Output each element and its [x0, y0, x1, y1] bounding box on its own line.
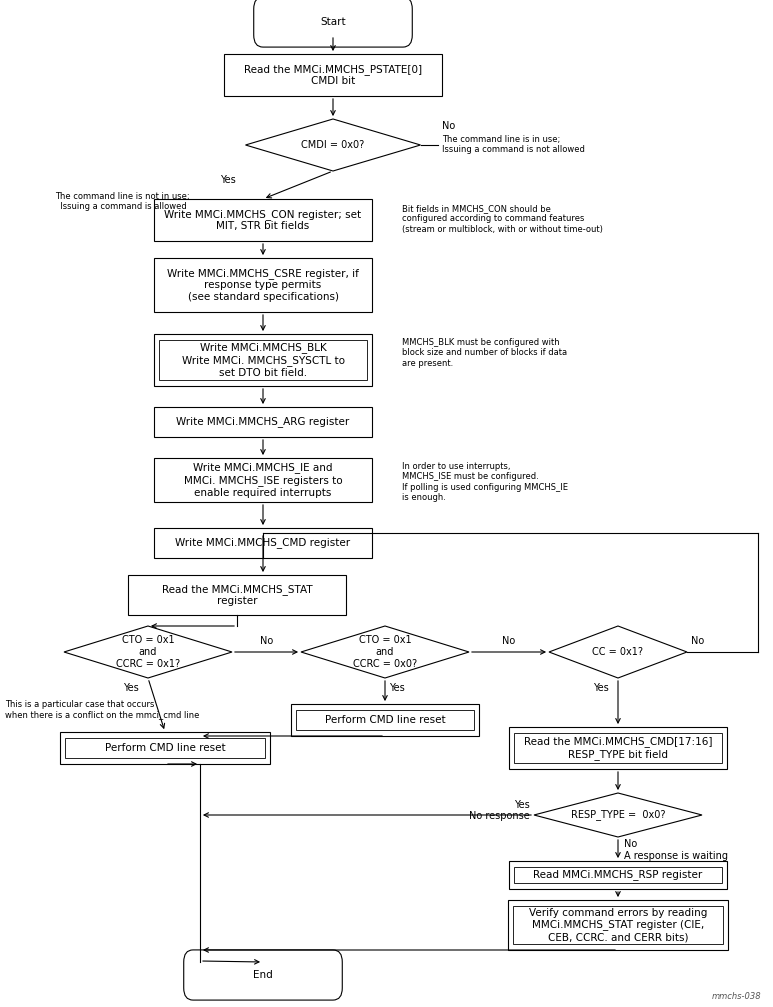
Polygon shape [534, 793, 702, 837]
Text: Verify command errors by reading
MMCi.MMCHS_STAT register (CIE,
CEB, CCRC. and C: Verify command errors by reading MMCi.MM… [529, 908, 707, 943]
Text: Perform CMD line reset: Perform CMD line reset [325, 715, 445, 725]
FancyBboxPatch shape [509, 727, 727, 769]
FancyBboxPatch shape [254, 0, 412, 47]
Text: The command line is in use;
Issuing a command is not allowed: The command line is in use; Issuing a co… [442, 135, 585, 154]
Text: CMDI = 0x0?: CMDI = 0x0? [301, 140, 365, 150]
Text: Read the MMCi.MMCHS_STAT
register: Read the MMCi.MMCHS_STAT register [162, 584, 312, 606]
FancyBboxPatch shape [154, 258, 372, 312]
Text: Start: Start [320, 17, 346, 27]
Text: Write MMCi.MMCHS_CMD register: Write MMCi.MMCHS_CMD register [175, 538, 351, 549]
Text: Write MMCi.MMCHS_BLK
Write MMCi. MMCHS_SYSCTL to
set DTO bit field.: Write MMCi.MMCHS_BLK Write MMCi. MMCHS_S… [182, 342, 345, 378]
Text: Write MMCi.MMCHS_CON register; set
MIT, STR bit fields: Write MMCi.MMCHS_CON register; set MIT, … [165, 208, 362, 232]
Text: Yes: Yes [389, 683, 404, 693]
Text: RESP_TYPE =  0x0?: RESP_TYPE = 0x0? [570, 810, 666, 821]
Polygon shape [64, 626, 232, 678]
Text: Yes: Yes [123, 683, 138, 693]
FancyBboxPatch shape [154, 528, 372, 558]
Text: In order to use interrupts,
MMCHS_ISE must be configured.
If polling is used con: In order to use interrupts, MMCHS_ISE mu… [402, 462, 568, 502]
FancyBboxPatch shape [224, 54, 442, 96]
FancyBboxPatch shape [154, 199, 372, 241]
FancyBboxPatch shape [184, 950, 342, 1000]
Text: This is a particular case that occurs
when there is a conflict on the mmci_cmd l: This is a particular case that occurs wh… [5, 700, 199, 719]
Text: No
A response is waiting: No A response is waiting [624, 839, 728, 861]
Text: CC = 0x1?: CC = 0x1? [592, 648, 643, 657]
Polygon shape [301, 626, 469, 678]
FancyBboxPatch shape [128, 575, 346, 615]
FancyBboxPatch shape [154, 458, 372, 502]
Text: Write MMCi.MMCHS_CSRE register, if
response type permits
(see standard specifica: Write MMCi.MMCHS_CSRE register, if respo… [167, 268, 359, 302]
Polygon shape [549, 626, 687, 678]
Text: CTO = 0x1
and
CCRC = 0x1?: CTO = 0x1 and CCRC = 0x1? [116, 635, 180, 669]
Text: No: No [502, 636, 516, 645]
Text: Yes: Yes [593, 683, 608, 693]
Text: Write MMCi.MMCHS_ARG register: Write MMCi.MMCHS_ARG register [176, 417, 349, 427]
FancyBboxPatch shape [60, 732, 270, 764]
Text: Yes
No response: Yes No response [469, 800, 530, 822]
Text: The command line is not in use;
  Issuing a command is allowed: The command line is not in use; Issuing … [55, 192, 189, 211]
Text: Bit fields in MMCHS_CON should be
configured according to command features
(stre: Bit fields in MMCHS_CON should be config… [402, 204, 603, 234]
Text: MMCHS_BLK must be configured with
block size and number of blocks if data
are pr: MMCHS_BLK must be configured with block … [402, 338, 567, 368]
Text: Read the MMCi.MMCHS_PSTATE[0]
CMDI bit: Read the MMCi.MMCHS_PSTATE[0] CMDI bit [244, 63, 422, 87]
Text: No: No [442, 121, 455, 131]
Text: Write MMCi.MMCHS_IE and
MMCi. MMCHS_ISE registers to
enable required interrupts: Write MMCi.MMCHS_IE and MMCi. MMCHS_ISE … [184, 462, 342, 497]
Text: mmchs-038: mmchs-038 [712, 992, 761, 1001]
FancyBboxPatch shape [291, 704, 479, 736]
FancyBboxPatch shape [508, 900, 728, 950]
Text: End: End [253, 970, 273, 980]
FancyBboxPatch shape [154, 334, 372, 386]
FancyBboxPatch shape [154, 407, 372, 437]
Text: No: No [691, 636, 704, 645]
Text: Read MMCi.MMCHS_RSP register: Read MMCi.MMCHS_RSP register [533, 870, 703, 880]
Text: Read the MMCi.MMCHS_CMD[17:16]
RESP_TYPE bit field: Read the MMCi.MMCHS_CMD[17:16] RESP_TYPE… [524, 736, 712, 759]
Text: No: No [260, 636, 273, 645]
Polygon shape [246, 119, 421, 171]
Text: CTO = 0x1
and
CCRC = 0x0?: CTO = 0x1 and CCRC = 0x0? [353, 635, 417, 669]
FancyBboxPatch shape [509, 861, 727, 889]
Text: Yes: Yes [220, 175, 236, 185]
Text: Perform CMD line reset: Perform CMD line reset [104, 743, 225, 753]
